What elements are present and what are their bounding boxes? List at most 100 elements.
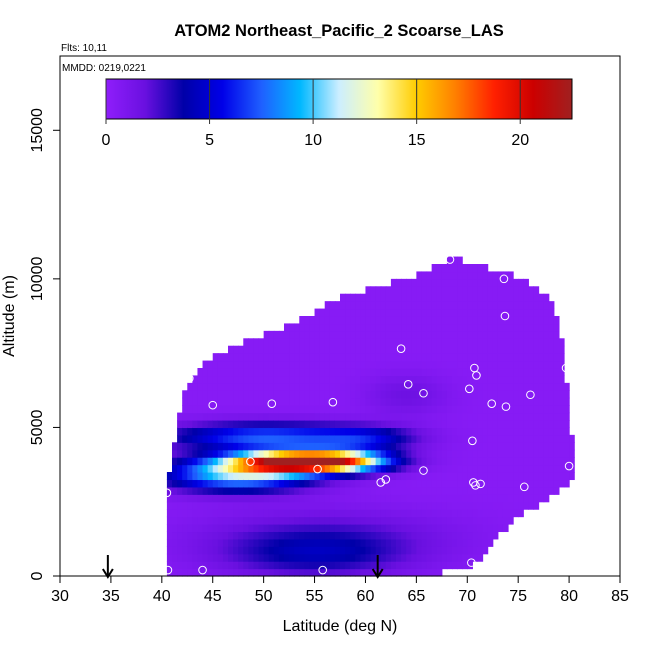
heatmap-cell [487,330,494,339]
heatmap-cell [243,538,249,547]
heatmap-cell [436,271,443,280]
heatmap-cell [273,486,280,495]
heatmap-cell [441,449,448,458]
heatmap-cell [426,442,433,451]
heatmap-cell [431,420,438,429]
heatmap-cell [248,382,255,391]
heatmap-cell [390,538,397,547]
heatmap-cell [390,278,397,287]
heatmap-cell [314,420,321,429]
heatmap-cell [446,345,453,354]
heatmap-cell [304,531,311,540]
heatmap-cell [390,405,397,414]
heatmap-cell [340,353,346,362]
heatmap-cell [253,553,260,562]
heatmap-cell [457,561,463,570]
heatmap-cell [513,442,519,451]
heatmap-cell [533,427,540,436]
heatmap-cell [345,316,351,325]
heatmap-cell [202,457,209,466]
heatmap-cell [233,427,239,436]
heatmap-cell [482,516,489,525]
heatmap-cell [462,382,468,391]
heatmap-cell [390,486,397,495]
heatmap-cell [197,516,204,525]
heatmap-cell [487,531,494,540]
heatmap-cell [508,486,514,495]
heatmap-cell [222,427,229,436]
heatmap-cell [487,293,494,302]
heatmap-cell [411,420,417,429]
heatmap-cell [360,427,367,436]
heatmap-cell [462,434,468,443]
heatmap-cell [569,449,575,458]
heatmap-cell [329,449,336,458]
heatmap-cell [238,457,244,466]
heatmap-cell [436,412,443,421]
heatmap-cell [543,368,550,377]
heatmap-cell [345,338,351,347]
heatmap-cell [334,420,341,429]
heatmap-cell [329,353,336,362]
heatmap-cell [187,479,193,488]
heatmap-cell [334,531,341,540]
heatmap-cell [217,412,224,421]
heatmap-cell [365,345,372,354]
heatmap-cell [401,434,407,443]
heatmap-cell [441,442,448,451]
heatmap-cell [452,397,458,406]
heatmap-cell [350,546,356,555]
heatmap-cell [212,472,219,481]
heatmap-cell [182,405,188,414]
heatmap-cell [350,531,356,540]
heatmap-cell [396,479,402,488]
heatmap-cell [416,472,423,481]
heatmap-cell [304,546,311,555]
heatmap-cell [497,375,504,384]
heatmap-cell [523,412,529,421]
heatmap-cell [441,464,448,473]
heatmap-cell [482,390,489,399]
heatmap-cell [207,457,214,466]
heatmap-cell [558,420,565,429]
heatmap-cell [222,479,229,488]
heatmap-cell [497,516,504,525]
heatmap-cell [492,316,499,325]
heatmap-cell [243,516,249,525]
heatmap-cell [375,486,382,495]
heatmap-cell [421,345,428,354]
heatmap-cell [553,338,560,347]
heatmap-cell [502,472,509,481]
heatmap-cell [273,368,280,377]
heatmap-cell [334,427,341,436]
heatmap-cell [553,345,560,354]
heatmap-cell [533,405,540,414]
heatmap-cell [457,486,463,495]
heatmap-cell [319,494,326,503]
heatmap-cell [401,390,407,399]
heatmap-cell [436,382,443,391]
heatmap-cell [248,524,255,533]
heatmap-cell [289,516,295,525]
heatmap-cell [273,509,280,518]
heatmap-cell [431,390,438,399]
heatmap-cell [564,405,570,414]
heatmap-cell [253,368,260,377]
heatmap-cell [426,449,433,458]
heatmap-cell [396,472,402,481]
heatmap-cell [426,375,433,384]
heatmap-cell [497,457,504,466]
heatmap-cell [548,397,555,406]
heatmap-cell [436,501,443,510]
heatmap-cell [513,457,519,466]
heatmap-cell [314,353,321,362]
heatmap-cell [482,323,489,332]
heatmap-cell [441,561,448,570]
heatmap-cell [299,494,305,503]
y-axis-label: Altitude (m) [1,275,18,357]
heatmap-cell [492,524,499,533]
heatmap-cell [187,486,193,495]
heatmap-cell [533,397,540,406]
heatmap-cell [233,546,239,555]
